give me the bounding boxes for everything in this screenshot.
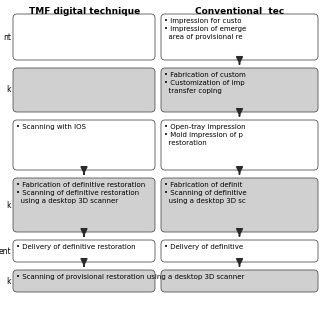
- FancyBboxPatch shape: [13, 120, 155, 170]
- Text: • Scanning of provisional restoration using a desktop 3D scanner: • Scanning of provisional restoration us…: [16, 274, 244, 280]
- FancyBboxPatch shape: [13, 14, 155, 60]
- Text: k: k: [6, 276, 11, 285]
- FancyBboxPatch shape: [13, 270, 155, 292]
- FancyBboxPatch shape: [161, 68, 318, 112]
- Text: • Impression for custo
• Impression of emerge
  area of provisional re: • Impression for custo • Impression of e…: [164, 18, 246, 40]
- Text: • Delivery of definitive restoration: • Delivery of definitive restoration: [16, 244, 136, 250]
- Text: • Fabrication of definit
• Scanning of definitive
  using a desktop 3D sc: • Fabrication of definit • Scanning of d…: [164, 182, 247, 204]
- Text: • Fabrication of custom
• Customization of imp
  transfer coping: • Fabrication of custom • Customization …: [164, 72, 246, 94]
- Text: nt: nt: [3, 33, 11, 42]
- Text: ent: ent: [0, 246, 11, 255]
- Text: • Delivery of definitive: • Delivery of definitive: [164, 244, 243, 250]
- FancyBboxPatch shape: [161, 178, 318, 232]
- Text: TMF digital technique: TMF digital technique: [29, 7, 140, 16]
- FancyBboxPatch shape: [161, 240, 318, 262]
- FancyBboxPatch shape: [13, 240, 155, 262]
- Text: • Scanning with IOS: • Scanning with IOS: [16, 124, 86, 130]
- FancyBboxPatch shape: [161, 270, 318, 292]
- FancyBboxPatch shape: [161, 14, 318, 60]
- FancyBboxPatch shape: [13, 68, 155, 112]
- Text: k: k: [6, 201, 11, 210]
- Text: • Open-tray impression
• Mold impression of p
  restoration: • Open-tray impression • Mold impression…: [164, 124, 246, 146]
- Text: k: k: [6, 85, 11, 94]
- Text: • Fabrication of definitive restoration
• Scanning of definitive restoration
  u: • Fabrication of definitive restoration …: [16, 182, 145, 204]
- FancyBboxPatch shape: [13, 178, 155, 232]
- FancyBboxPatch shape: [161, 120, 318, 170]
- Text: Conventional  tec: Conventional tec: [196, 7, 284, 16]
